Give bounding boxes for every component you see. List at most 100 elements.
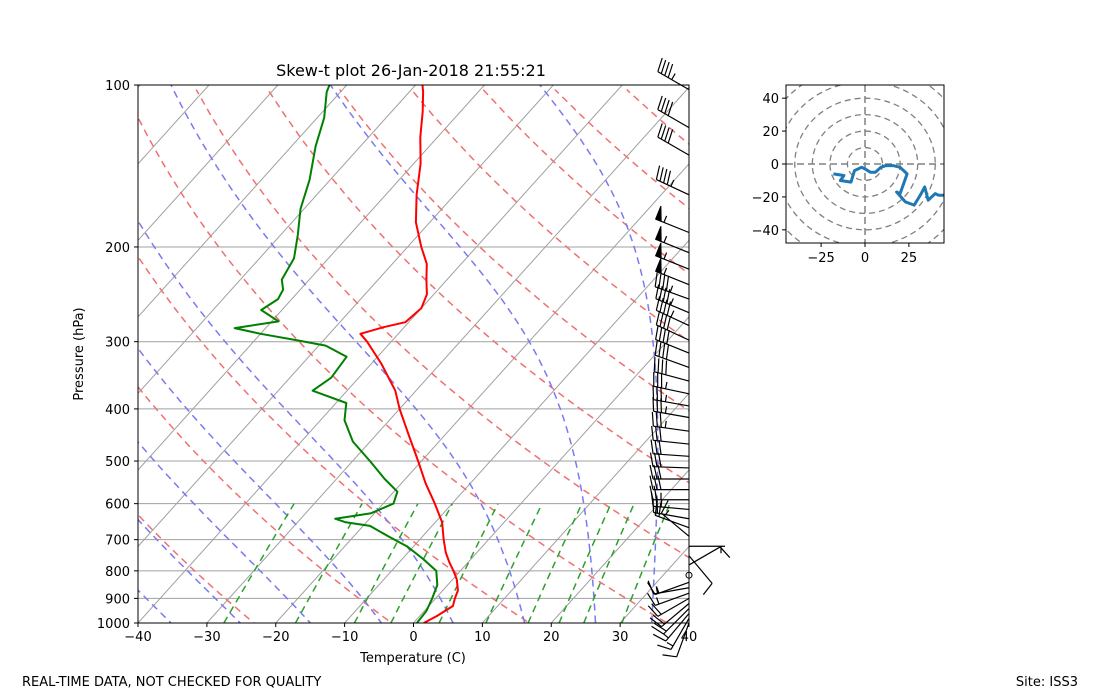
isotherm-line	[138, 85, 416, 395]
skewt-title: Skew-t plot 26-Jan-2018 21:55:21	[276, 61, 546, 80]
wind-barb	[649, 485, 689, 501]
wind-barb	[655, 310, 690, 341]
x-tick-label: −40	[124, 630, 151, 645]
barb-feather	[665, 360, 668, 375]
x-tick-label: 20	[543, 630, 560, 645]
wind-barb	[654, 501, 690, 529]
barb-feather	[655, 426, 658, 441]
barb-staff	[688, 555, 713, 584]
barb-feather	[656, 386, 659, 401]
barb-feather	[658, 286, 663, 301]
barb-feather	[657, 644, 672, 651]
wind-barb	[647, 592, 690, 607]
y-tick-label: 400	[105, 403, 130, 418]
barb-feather	[702, 582, 713, 596]
barb-staff	[657, 136, 690, 156]
hodograph-panel: −25 0 25 40 20 0 −20 −40	[752, 84, 945, 266]
mixing-ratio-line	[438, 503, 499, 623]
barb-feather	[667, 129, 674, 144]
wind-barb	[653, 357, 690, 382]
isotherm-line	[275, 163, 689, 623]
barb-half-feather	[666, 641, 674, 647]
barb-feather	[658, 342, 662, 357]
barb-half-feather	[663, 267, 668, 275]
hodograph-y-tick-label: 20	[762, 125, 779, 140]
skewt-panel: Skew-t plot 26-Jan-2018 21:55:21 −40 −30 −…	[72, 57, 1100, 666]
hodograph-y-tick-label: −40	[752, 224, 779, 239]
barb-staff	[656, 309, 690, 327]
barb-feather	[659, 412, 662, 428]
isotherm-line	[758, 85, 1100, 623]
barb-feather	[658, 273, 662, 289]
barb-feather	[666, 170, 672, 185]
barb-feather	[663, 168, 668, 184]
wind-barb	[654, 226, 690, 254]
barb-half-feather	[670, 179, 675, 187]
wind-barb	[657, 617, 690, 651]
mixing-ratio-line	[583, 503, 635, 623]
barb-half-feather	[664, 394, 668, 402]
dry-adiabat-line	[138, 116, 669, 623]
isotherm-line	[206, 86, 689, 623]
x-tick-label: 30	[612, 630, 629, 645]
y-tick-label: 200	[105, 241, 130, 256]
dewpoint-profile-line	[233, 85, 439, 623]
barb-feather	[655, 284, 660, 299]
wind-barb	[654, 242, 690, 270]
dry-adiabat-line	[626, 89, 689, 146]
mixing-ratio-line	[558, 503, 612, 623]
barb-feather	[654, 272, 658, 287]
barb-feather	[663, 299, 668, 314]
wind-barb	[689, 545, 725, 554]
wind-barb	[685, 571, 693, 579]
barb-feather	[649, 485, 654, 500]
barb-feather	[652, 633, 667, 642]
barb-feather	[661, 359, 664, 374]
barb-feather	[657, 358, 660, 373]
barb-half-feather	[663, 235, 668, 243]
wind-barb	[651, 411, 690, 432]
barb-half-feather	[671, 73, 676, 80]
barb-half-feather	[660, 499, 663, 508]
barb-feather	[658, 326, 663, 342]
barb-staff	[670, 617, 690, 650]
moist-adiabat-line	[138, 518, 242, 623]
barb-staff	[665, 613, 690, 642]
barb-half-feather	[670, 298, 674, 306]
wind-barb	[647, 581, 690, 596]
hodograph-y-tick-label: 0	[771, 158, 779, 173]
wind-barb	[657, 123, 690, 156]
barb-feather	[650, 439, 654, 454]
moist-adiabat-line	[138, 347, 383, 623]
barb-staff	[653, 505, 690, 511]
wind-barb	[649, 603, 690, 628]
barb-feather	[660, 59, 667, 74]
moist-adiabat-line	[138, 589, 173, 623]
barb-staff	[653, 453, 690, 457]
barb-feather	[666, 315, 672, 331]
moist-adiabat-line	[538, 85, 659, 623]
barb-feather	[660, 97, 667, 112]
barb-staff	[653, 511, 690, 520]
barb-half-feather	[655, 586, 660, 594]
barb-half-feather	[670, 310, 675, 318]
mixing-ratio-line	[294, 503, 363, 623]
barb-half-feather	[663, 215, 668, 223]
dry-adiabat-line	[195, 89, 689, 559]
isotherm-line	[138, 85, 348, 318]
moist-adiabat-line	[170, 85, 526, 623]
barb-half-feather	[663, 252, 668, 260]
mixing-ratio-line	[353, 503, 419, 623]
barb-staff	[655, 298, 690, 314]
isotherm-line	[344, 239, 689, 623]
y-tick-label: 500	[105, 455, 130, 470]
wind-barb	[655, 325, 690, 354]
x-tick-label: −30	[193, 630, 220, 645]
x-tick-label: 10	[474, 630, 491, 645]
y-tick-label: 1000	[97, 617, 130, 632]
barb-feather	[660, 386, 663, 402]
wind-barb	[657, 95, 690, 129]
barb-feather	[662, 343, 666, 358]
barb-feather	[647, 582, 656, 595]
wind-barb	[655, 165, 690, 196]
